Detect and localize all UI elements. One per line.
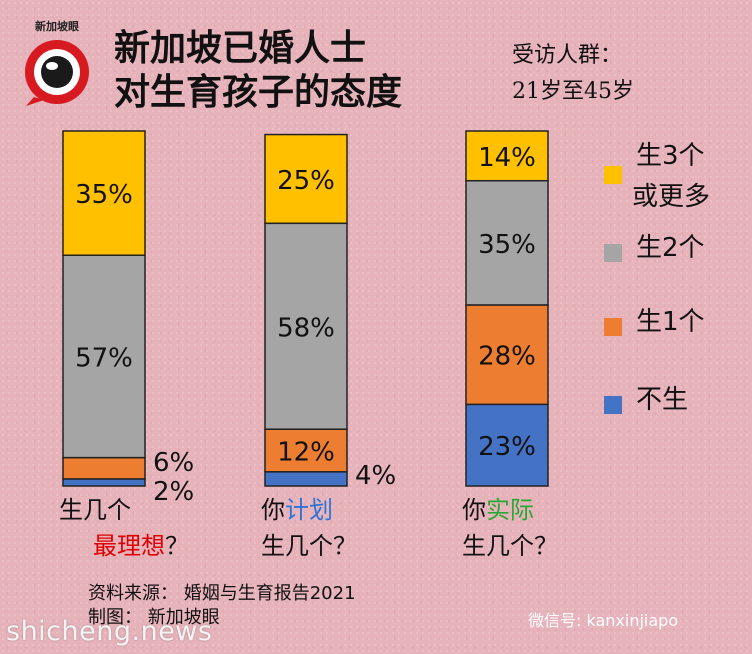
category-label-1-line-2: 最理想？ [93, 532, 189, 560]
data-label-3-4: 14% [478, 143, 536, 173]
category-prefix-3: 你 [462, 496, 486, 524]
sample-line-1: 受访人群： [512, 43, 623, 68]
bar-segment-2-2 [264, 428, 348, 473]
category-highlight-1: 最理想 [93, 532, 165, 560]
category-tail-1: ？ [165, 532, 189, 560]
bar-segment-3-3 [465, 179, 549, 306]
chart-title: 新加坡已婚人士 对生育孩子的态度 [114, 26, 402, 114]
watermark: shicheng.news [6, 616, 213, 647]
data-label-3-2: 28% [478, 342, 536, 372]
legend-label-4: 不生 [636, 385, 688, 415]
legend-label-2: 生2个 [636, 233, 705, 263]
data-label-1-1: 2% [153, 477, 194, 507]
bar-segment-1-4 [62, 130, 146, 256]
source-note: 资料来源： 婚姻与生育报告2021 制图： 新加坡眼 [88, 582, 356, 630]
category-label-2-line-2: 生几个？ [261, 532, 357, 560]
data-label-3-1: 23% [478, 432, 536, 462]
bar-segment-2-1 [264, 471, 348, 487]
category-label-3-line-1: 你实际 [462, 496, 534, 524]
bar-segment-1-3 [62, 254, 146, 459]
brand-logo: 新加坡眼 [25, 19, 89, 106]
bar-segment-2-3 [264, 222, 348, 430]
data-label-2-2: 12% [277, 438, 335, 468]
data-label-1-3: 57% [75, 343, 133, 373]
legend-label-3: 生1个 [636, 307, 705, 337]
source-line-1: 资料来源： 婚姻与生育报告2021 [88, 583, 356, 604]
category-highlight-3: 实际 [486, 496, 534, 524]
legend-label-1-line-2: 或更多 [632, 182, 710, 212]
data-label-1-4: 35% [75, 180, 133, 210]
bar-segment-1-2 [62, 456, 146, 480]
bar-segment-3-4 [465, 130, 549, 182]
sample-note: 受访人群： 21岁至45岁 [512, 38, 634, 110]
category-label-2-line-1: 你计划 [261, 496, 333, 524]
title-line-1: 新加坡已婚人士 [114, 27, 367, 69]
category-prefix-2: 你 [261, 496, 285, 524]
svg-text:新加坡眼: 新加坡眼 [35, 19, 79, 33]
data-label-1-2: 6% [153, 448, 194, 478]
legend-swatch-2 [604, 244, 622, 262]
category-label-3-line-2: 生几个？ [462, 532, 558, 560]
data-label-2-1: 4% [355, 461, 396, 491]
wechat-credit: 微信号: kanxinjiapo [528, 611, 679, 630]
bar-segment-3-1 [465, 403, 549, 487]
legend-swatch-4 [604, 396, 622, 414]
title-line-2: 对生育孩子的态度 [114, 71, 403, 113]
category-highlight-2: 计划 [285, 496, 333, 524]
data-label-3-3: 35% [478, 230, 536, 260]
legend-swatch-3 [604, 318, 622, 336]
sample-line-2: 21岁至45岁 [512, 79, 634, 104]
legend-label-1: 生3个 [636, 141, 705, 171]
bar-segment-2-4 [264, 133, 348, 225]
bar-segment-3-2 [465, 304, 549, 406]
legend-swatch-1 [604, 166, 622, 184]
data-label-2-3: 58% [277, 313, 335, 343]
source-line-2: 制图： 新加坡眼 [88, 607, 220, 628]
bar-segment-1-1 [62, 478, 146, 487]
data-label-2-4: 25% [277, 166, 335, 196]
category-label-1-line-1: 生几个 [59, 496, 131, 524]
